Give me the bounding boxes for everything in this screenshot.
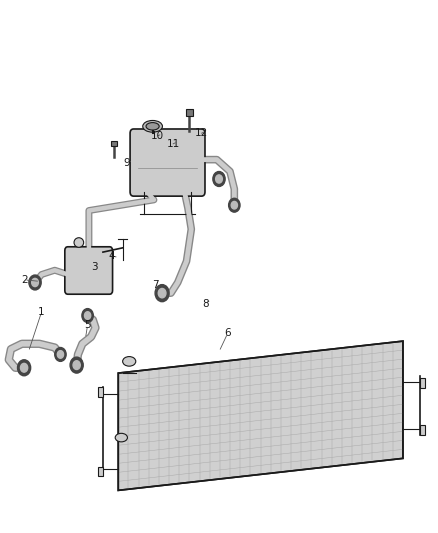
FancyBboxPatch shape bbox=[65, 247, 113, 294]
Text: 3: 3 bbox=[91, 262, 98, 271]
Circle shape bbox=[155, 285, 169, 302]
Circle shape bbox=[85, 312, 91, 319]
Bar bbox=[111, 141, 117, 146]
Circle shape bbox=[29, 275, 41, 290]
Bar bbox=[420, 378, 425, 388]
Text: 11: 11 bbox=[166, 139, 180, 149]
Bar bbox=[98, 387, 103, 397]
FancyBboxPatch shape bbox=[130, 129, 205, 196]
Ellipse shape bbox=[123, 357, 136, 366]
Circle shape bbox=[213, 172, 225, 187]
Circle shape bbox=[57, 351, 64, 358]
Text: 2: 2 bbox=[21, 275, 28, 285]
Circle shape bbox=[73, 361, 80, 369]
Ellipse shape bbox=[143, 120, 162, 132]
Text: 4: 4 bbox=[108, 251, 115, 261]
Text: 9: 9 bbox=[124, 158, 131, 167]
Circle shape bbox=[21, 364, 28, 372]
Circle shape bbox=[82, 309, 93, 322]
Ellipse shape bbox=[74, 238, 84, 247]
Circle shape bbox=[18, 360, 31, 376]
Text: 8: 8 bbox=[202, 299, 209, 309]
Bar bbox=[98, 467, 103, 477]
Circle shape bbox=[158, 288, 166, 298]
Ellipse shape bbox=[146, 123, 159, 130]
Circle shape bbox=[215, 175, 223, 183]
Text: 12: 12 bbox=[195, 128, 208, 138]
Bar bbox=[186, 109, 193, 116]
Circle shape bbox=[231, 201, 237, 209]
Text: 7: 7 bbox=[152, 280, 159, 290]
Circle shape bbox=[32, 278, 39, 287]
Circle shape bbox=[55, 348, 66, 361]
Text: 5: 5 bbox=[84, 320, 91, 330]
Bar bbox=[420, 425, 425, 435]
Text: 10: 10 bbox=[151, 131, 164, 141]
Circle shape bbox=[229, 198, 240, 212]
Text: 6: 6 bbox=[224, 328, 231, 338]
Polygon shape bbox=[118, 341, 403, 490]
Ellipse shape bbox=[115, 433, 127, 442]
Text: 1: 1 bbox=[38, 307, 45, 317]
Circle shape bbox=[70, 357, 83, 373]
